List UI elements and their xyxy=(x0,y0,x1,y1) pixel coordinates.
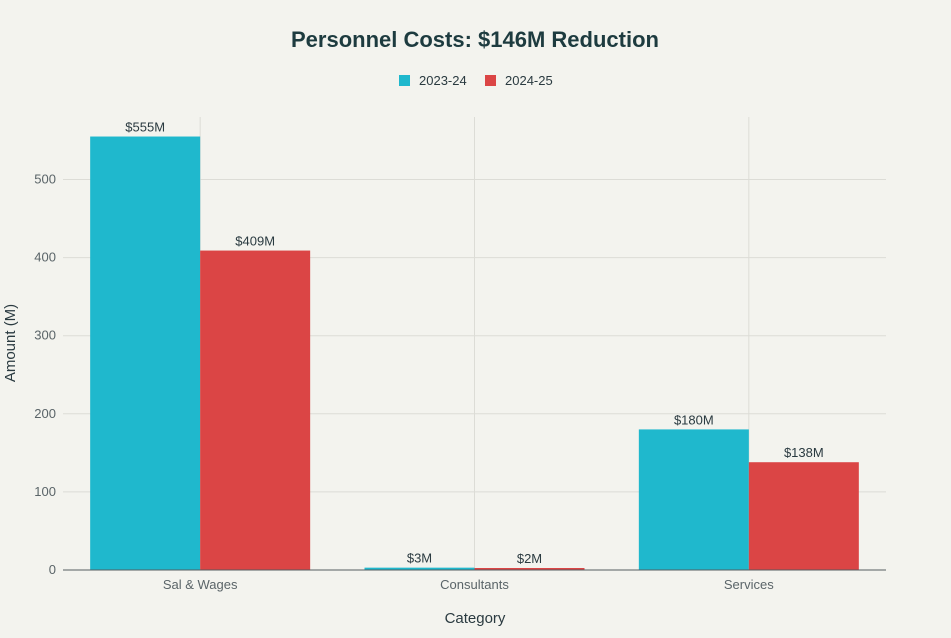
x-tick-label: Sal & Wages xyxy=(163,577,238,592)
bar-consultants-2024-25 xyxy=(474,568,585,570)
legend-swatch-2023-24 xyxy=(399,75,410,86)
y-axis-title: Amount (M) xyxy=(2,304,19,382)
x-tick-label: Consultants xyxy=(440,577,509,592)
data-labels: $555M $409M $3M $2M $180M $138M xyxy=(125,120,823,566)
y-tick-label: 100 xyxy=(34,484,56,499)
y-tick-label: 0 xyxy=(49,562,56,577)
bar-consultants-2023-24 xyxy=(364,567,475,570)
bar-services-2023-24 xyxy=(638,429,749,570)
data-label-sal-wages-2024-25: $409M xyxy=(235,234,275,249)
bar-sal-wages-2023-24 xyxy=(90,136,201,570)
chart-title: Personnel Costs: $146M Reduction xyxy=(291,27,659,52)
bar-sal-wages-2024-25 xyxy=(200,250,311,571)
data-label-consultants-2023-24: $3M xyxy=(407,551,432,566)
legend-swatch-2024-25 xyxy=(485,75,496,86)
y-tick-label: 200 xyxy=(34,406,56,421)
x-axis-title: Category xyxy=(445,610,506,627)
bars xyxy=(90,136,859,571)
axes: 0 100 200 300 400 500 Sal & Wages Consultants Se… xyxy=(34,171,886,592)
y-tick-label: 300 xyxy=(34,328,56,343)
legend-label-2023-24: 2023-24 xyxy=(419,73,467,88)
data-label-services-2024-25: $138M xyxy=(784,445,824,460)
data-label-consultants-2024-25: $2M xyxy=(517,551,542,566)
data-label-services-2023-24: $180M xyxy=(674,412,714,427)
legend-label-2024-25: 2024-25 xyxy=(505,73,553,88)
data-label-sal-wages-2023-24: $555M xyxy=(125,120,165,135)
y-tick-label: 400 xyxy=(34,250,56,265)
bar-services-2024-25 xyxy=(748,462,859,570)
y-tick-label: 500 xyxy=(34,171,56,186)
x-tick-label: Services xyxy=(724,577,774,592)
legend: 2023-24 2024-25 xyxy=(399,73,553,88)
